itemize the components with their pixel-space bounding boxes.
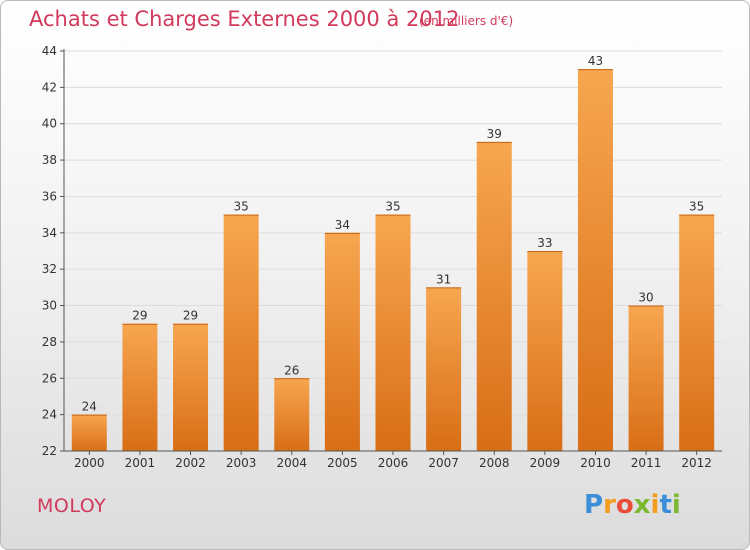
data-label: 29 — [183, 309, 198, 323]
labels: 22 24 26 28 30 32 34 36 38 40 42 44 24 2000 29 2001 29 20… — [42, 44, 712, 470]
bar — [375, 214, 411, 451]
logo-letter: P — [584, 490, 604, 520]
x-tick-label: 2001 — [125, 456, 156, 470]
y-tick-label: 22 — [42, 444, 57, 458]
logo-letter: i — [671, 490, 681, 520]
data-label: 35 — [234, 200, 249, 214]
y-tick-label: 32 — [42, 262, 57, 276]
y-tick-label: 28 — [42, 335, 57, 349]
bar — [577, 69, 613, 451]
data-label: 30 — [638, 291, 653, 305]
logo-letter: i — [650, 490, 660, 520]
x-tick-label: 2009 — [530, 456, 561, 470]
data-label: 29 — [132, 309, 147, 323]
bar — [426, 287, 462, 451]
bar — [223, 214, 259, 451]
logo-letter: o — [615, 490, 634, 520]
data-label: 34 — [335, 218, 350, 232]
bar — [476, 141, 512, 451]
bar — [679, 214, 715, 451]
x-tick-label: 2011 — [631, 456, 662, 470]
y-tick-label: 34 — [42, 226, 57, 240]
bar — [628, 305, 664, 451]
x-tick-label: 2000 — [74, 456, 105, 470]
x-tick-label: 2002 — [175, 456, 206, 470]
bars — [71, 69, 715, 451]
data-label: 33 — [537, 236, 552, 250]
data-label: 35 — [689, 200, 704, 214]
y-tick-label: 44 — [42, 44, 57, 58]
x-tick-label: 2005 — [327, 456, 358, 470]
data-label: 35 — [385, 200, 400, 214]
y-tick-label: 24 — [42, 408, 57, 422]
x-tick-label: 2003 — [226, 456, 257, 470]
bar — [122, 323, 158, 451]
data-label: 31 — [436, 272, 451, 286]
logo-letter: x — [633, 490, 651, 520]
chart-title: Achats et Charges Externes 2000 à 2012 — [29, 7, 460, 31]
x-tick-label: 2012 — [681, 456, 712, 470]
y-tick-label: 26 — [42, 371, 57, 385]
axes — [60, 49, 722, 455]
x-tick-label: 2004 — [276, 456, 307, 470]
y-tick-label: 38 — [42, 153, 57, 167]
bar — [274, 378, 310, 451]
x-tick-label: 2008 — [479, 456, 510, 470]
x-tick-label: 2010 — [580, 456, 611, 470]
y-tick-label: 40 — [42, 117, 57, 131]
logo-letter: r — [603, 490, 616, 520]
x-tick-label: 2007 — [428, 456, 459, 470]
data-label: 24 — [82, 400, 97, 414]
data-label: 43 — [588, 54, 603, 68]
bar — [71, 414, 107, 451]
commune-name: MOLOY — [37, 495, 107, 517]
logo-letter: t — [659, 490, 672, 520]
y-tick-label: 30 — [42, 299, 57, 313]
bar — [527, 251, 563, 451]
data-label: 26 — [284, 363, 299, 377]
y-tick-label: 42 — [42, 80, 57, 94]
bar — [324, 232, 360, 451]
y-tick-label: 36 — [42, 189, 57, 203]
chart-subtitle: (en milliers d'€) — [419, 14, 514, 28]
x-tick-label: 2006 — [378, 456, 409, 470]
bar — [173, 323, 209, 451]
data-label: 39 — [487, 127, 502, 141]
proxiti-logo: Proxiti — [584, 490, 681, 520]
